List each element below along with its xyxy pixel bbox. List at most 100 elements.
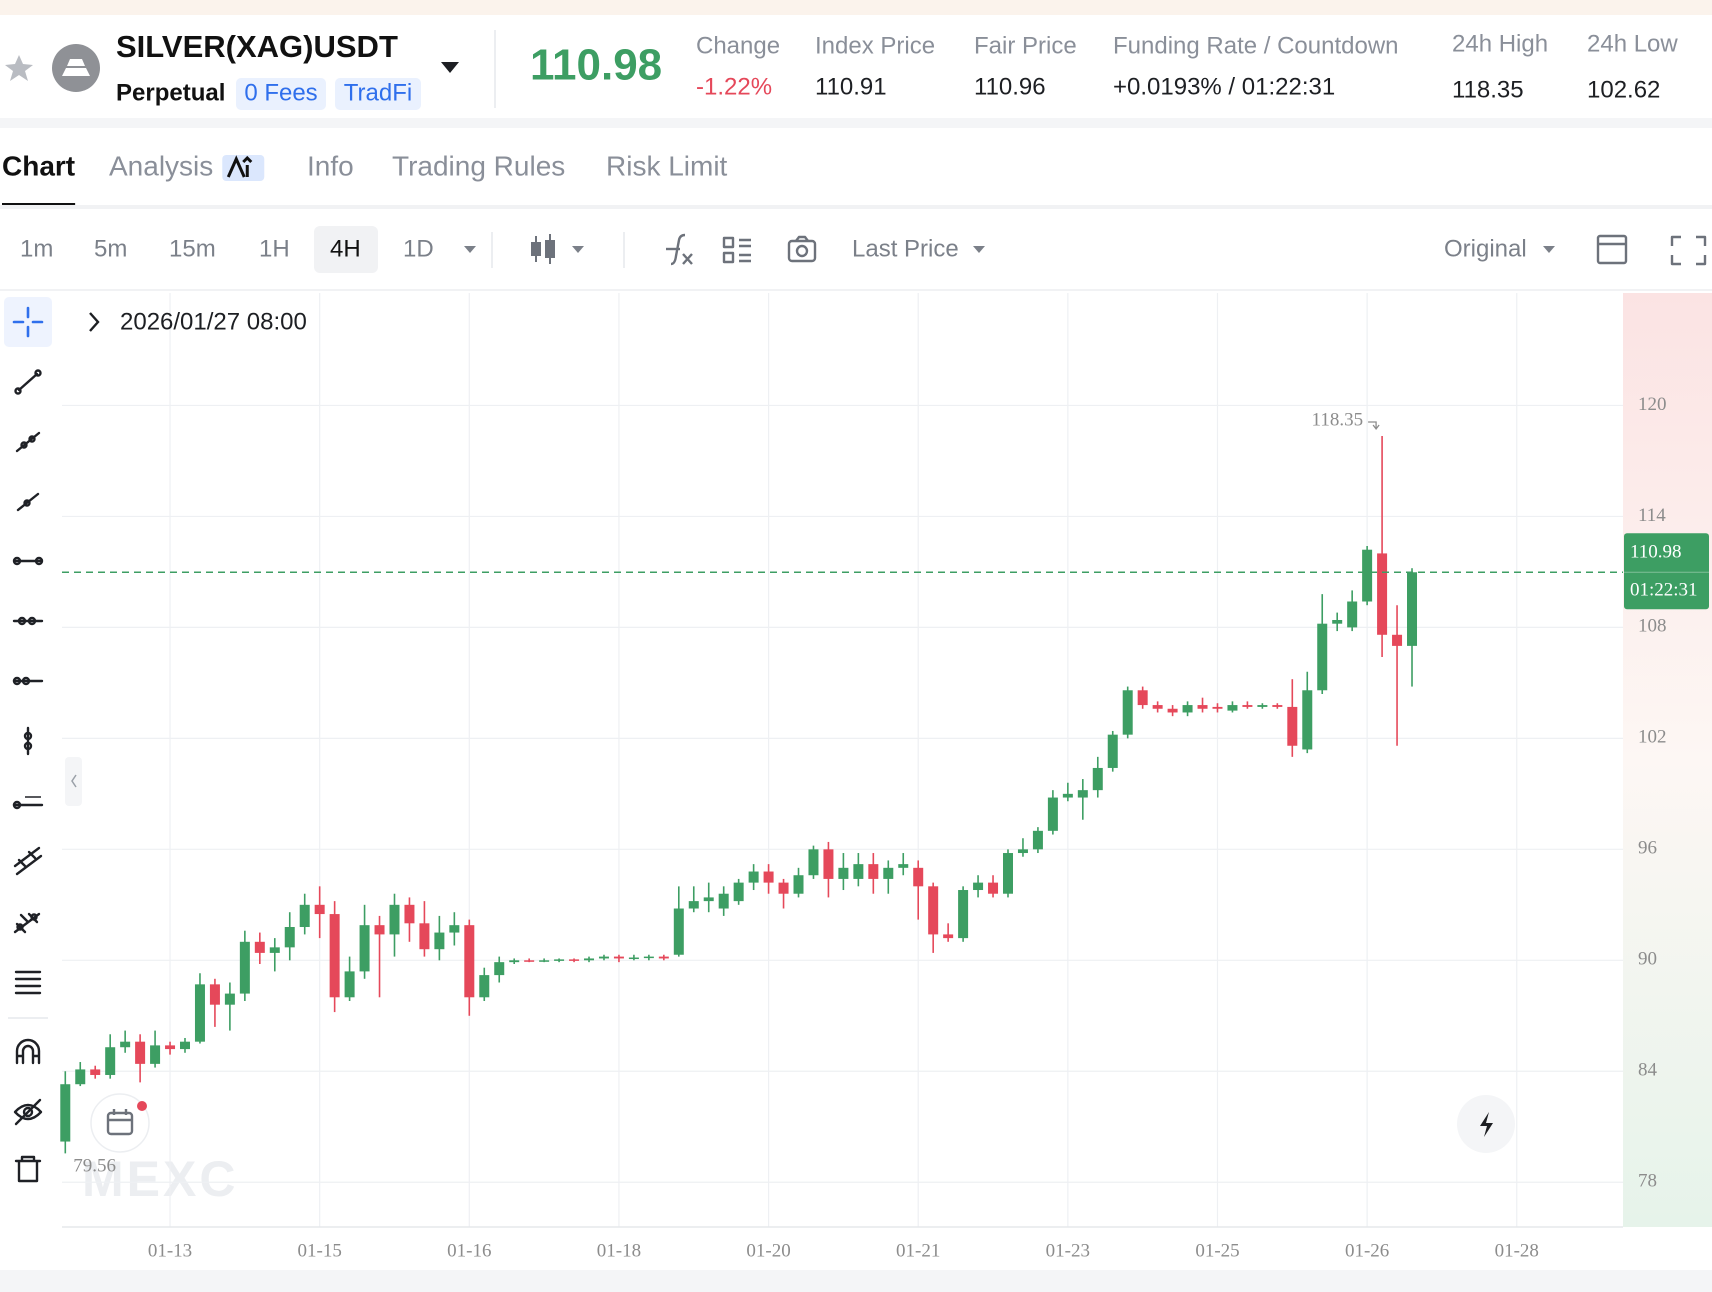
- tab[interactable]: Risk Limit: [606, 150, 728, 181]
- stat-value: -1.22%: [696, 73, 772, 100]
- ray-tool[interactable]: [15, 431, 41, 453]
- quick-trade-button[interactable]: [1457, 1095, 1515, 1153]
- hide-drawings-tool[interactable]: [13, 1098, 43, 1126]
- candle-body: [180, 1041, 191, 1050]
- countdown-label: 01:22:31: [1630, 580, 1698, 601]
- interval[interactable]: 1H: [259, 235, 290, 262]
- candle-body: [359, 925, 370, 972]
- candle-body: [1212, 706, 1223, 709]
- stat-value: 110.91: [815, 73, 887, 100]
- candle-body: [823, 849, 834, 879]
- price-type-dropdown[interactable]: [973, 246, 985, 253]
- collapse-toolbar[interactable]: [65, 757, 82, 806]
- candle-body: [1182, 705, 1193, 713]
- y-tick-label: 114: [1638, 505, 1666, 526]
- calendar-button[interactable]: [90, 1093, 150, 1153]
- candle-body: [733, 882, 744, 902]
- extended-line-tool[interactable]: [16, 492, 40, 512]
- vertical-line-tool[interactable]: [23, 726, 33, 756]
- screenshot-button[interactable]: [787, 235, 817, 263]
- ai-badge-icon: [226, 155, 253, 178]
- interval-dropdown[interactable]: [464, 246, 476, 253]
- crosshair-time: 2026/01/27 08:00: [120, 308, 307, 335]
- stat-value: 118.35: [1452, 76, 1524, 103]
- candle-body: [299, 904, 310, 928]
- magnet-tool[interactable]: [15, 1038, 41, 1065]
- fib-tool[interactable]: [14, 970, 42, 995]
- candle-body: [1272, 705, 1283, 707]
- fullscreen-button[interactable]: [1670, 235, 1707, 266]
- candle-body: [1407, 572, 1418, 646]
- pitchfork-tool[interactable]: [13, 912, 41, 934]
- expand-info[interactable]: [89, 312, 100, 332]
- candle-body: [120, 1041, 131, 1048]
- interval[interactable]: 15m: [169, 235, 216, 262]
- candle-body: [1152, 705, 1163, 709]
- tab[interactable]: Chart: [2, 150, 75, 181]
- interval[interactable]: 4H: [330, 235, 361, 262]
- candle-body: [793, 875, 804, 894]
- high-marker-arrow: [1368, 421, 1380, 431]
- candle-body: [988, 882, 999, 894]
- low-marker: 79.56: [73, 1156, 116, 1177]
- candle-body: [239, 941, 250, 994]
- candle-body: [569, 959, 580, 961]
- header-border: [0, 118, 1712, 128]
- horizontal-ray-tool[interactable]: [12, 616, 44, 626]
- candle-body: [1167, 708, 1178, 713]
- view-dropdown[interactable]: [1543, 246, 1555, 253]
- x-tick-label: 01-28: [1495, 1240, 1539, 1261]
- delete-drawings-tool[interactable]: [14, 1155, 42, 1183]
- candle-body: [75, 1069, 86, 1085]
- symbol[interactable]: SILVER(XAG)USDT: [116, 29, 398, 64]
- tab[interactable]: Trading Rules: [392, 150, 565, 181]
- trend-line-tool[interactable]: [14, 369, 42, 395]
- template-button[interactable]: [722, 236, 751, 264]
- price-line-tool[interactable]: [12, 676, 44, 686]
- indicator-button[interactable]: [666, 233, 693, 266]
- tab[interactable]: Info: [307, 150, 354, 181]
- x-tick-label: 01-16: [447, 1240, 491, 1261]
- candle-body: [1227, 705, 1238, 711]
- x-tick-label: 01-13: [148, 1240, 192, 1261]
- collapse-arrow: [71, 774, 77, 788]
- ai-badge: [222, 155, 265, 181]
- candle-body: [284, 927, 295, 948]
- chart-type-button[interactable]: [531, 234, 584, 264]
- price-type[interactable]: Last Price: [852, 235, 959, 262]
- tool-active-bg: [4, 297, 52, 347]
- candle-body: [1077, 790, 1088, 798]
- price-axis-bg: [1623, 293, 1712, 1227]
- y-tick-label: 78: [1638, 1171, 1657, 1192]
- x-tick-label: 01-15: [298, 1240, 342, 1261]
- symbol-dropdown[interactable]: [441, 62, 459, 73]
- candle-body: [209, 984, 220, 1005]
- price-label-tool[interactable]: [12, 796, 44, 810]
- tabs: Chart Analysis Info Trading Rules Risk Limit: [2, 150, 728, 207]
- candle-body: [1017, 849, 1028, 854]
- interval[interactable]: 1D: [403, 235, 434, 262]
- candle-body: [1377, 553, 1388, 635]
- interval[interactable]: 1m: [20, 235, 53, 262]
- crosshair-tool[interactable]: [12, 306, 44, 338]
- layout-button[interactable]: [1596, 234, 1628, 265]
- horizontal-line-tool[interactable]: [12, 556, 44, 566]
- tab[interactable]: Analysis: [109, 150, 213, 181]
- watermark: MEXC: [82, 1151, 238, 1207]
- interval[interactable]: 5m: [94, 235, 127, 262]
- candle-body: [1242, 705, 1253, 707]
- candle-body: [1317, 623, 1328, 691]
- candle-body: [479, 975, 490, 998]
- channel-tool[interactable]: [13, 846, 43, 876]
- candle-body: [598, 956, 609, 959]
- top-strip: [0, 0, 1712, 15]
- view-mode[interactable]: Original: [1444, 235, 1527, 262]
- favorite-star[interactable]: [5, 55, 33, 81]
- candle-body: [464, 925, 475, 998]
- candle-body: [224, 993, 235, 1005]
- stat-label: Funding Rate / Countdown: [1113, 32, 1399, 59]
- last-price: 110.98: [530, 41, 662, 90]
